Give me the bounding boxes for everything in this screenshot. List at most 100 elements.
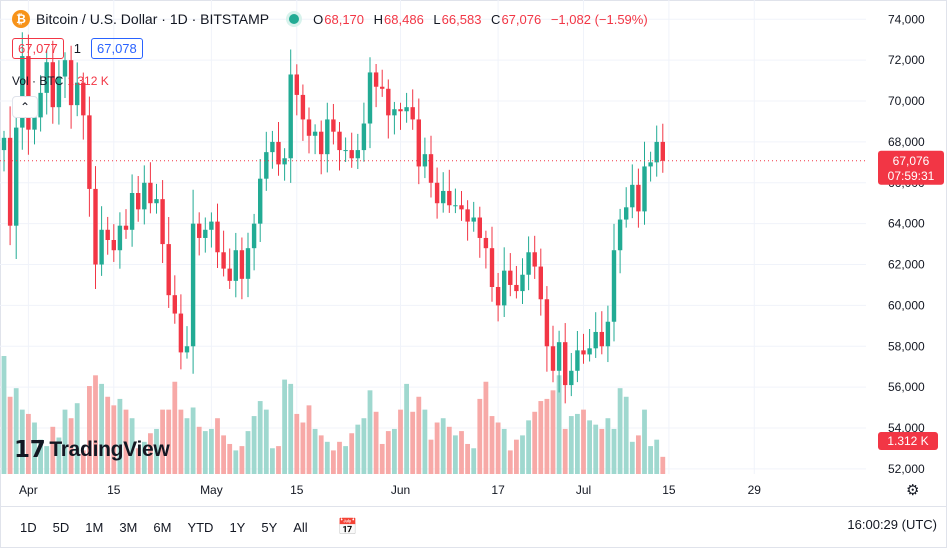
volume-bar — [575, 413, 580, 474]
volume-bar — [263, 409, 269, 474]
last-price-tag-value: 67,076 — [893, 154, 930, 168]
candle-body — [251, 223, 257, 249]
timeframe-1m[interactable]: 1M — [85, 519, 104, 535]
volume-bar — [611, 428, 617, 474]
volume-bar — [74, 403, 80, 474]
timeframe-5y[interactable]: 5Y — [261, 519, 278, 535]
volume-bar — [190, 407, 196, 474]
volume-bar — [56, 437, 62, 474]
candle-body — [569, 370, 574, 386]
candle-body — [599, 331, 604, 347]
timeframe-ytd[interactable]: YTD — [187, 519, 214, 535]
volume-bar — [489, 416, 495, 474]
candle-body — [172, 295, 177, 314]
volume-bar — [62, 409, 68, 474]
volume-bar — [514, 439, 519, 474]
volume-bar — [617, 388, 623, 474]
settings-gear-icon[interactable]: ⚙ — [906, 482, 920, 499]
volume-bar — [440, 418, 446, 474]
volume-bar — [581, 409, 586, 474]
timeframe-all[interactable]: All — [293, 519, 308, 535]
volume-bar — [410, 411, 416, 474]
candle-body — [160, 199, 165, 245]
candle-body — [111, 240, 116, 251]
y-tick-label: 74,000 — [888, 12, 925, 26]
candle-body — [197, 223, 202, 238]
volume-bar — [660, 456, 666, 474]
volume-legend: Vol · BTC 1.312 K — [12, 74, 109, 88]
collapse-legend-button[interactable]: ⌃ — [12, 96, 38, 118]
volume-bar — [270, 448, 275, 474]
candle-body — [367, 72, 373, 124]
candlestick-chart[interactable]: 52,000 54,000 56,000 58,000 60,000 62,000 64,0… — [0, 0, 949, 506]
volume-bar — [209, 428, 214, 474]
volume-bar — [562, 428, 568, 474]
volume-bar — [544, 398, 550, 474]
open-value: 68,170 — [324, 11, 365, 27]
candle-body — [508, 270, 513, 285]
candle-body — [148, 182, 153, 204]
volume-bar — [483, 381, 489, 474]
change-value: −1,082 (−1.59%) — [550, 11, 648, 27]
candle-body — [660, 141, 665, 161]
candle-body — [648, 162, 653, 167]
volume-bar — [300, 422, 306, 474]
volume-bar — [318, 435, 324, 474]
candle-body — [392, 109, 397, 116]
volume-bar — [593, 424, 599, 474]
candle-body — [398, 109, 403, 112]
candle-body — [404, 107, 409, 112]
candle-body — [502, 270, 507, 306]
timeframe-1d[interactable]: 1D — [20, 519, 37, 535]
x-tick-label: Apr — [19, 483, 38, 497]
candle-body — [355, 150, 360, 159]
volume-bar — [80, 450, 86, 474]
volume-bar — [398, 409, 403, 474]
candle-body — [483, 237, 489, 249]
volume-bar — [477, 398, 483, 474]
symbol-title[interactable]: Bitcoin / U.S. Dollar · 1D · BITSTAMP — [36, 11, 270, 27]
volume-label[interactable]: Vol · BTC — [12, 74, 64, 88]
candle-body — [239, 250, 245, 279]
bitcoin-logo-icon: ₿ — [12, 10, 30, 28]
x-tick-label: 17 — [491, 483, 505, 497]
volume-bar — [422, 409, 428, 474]
candle-body — [642, 166, 647, 212]
candle-body — [184, 346, 190, 353]
buy-button[interactable]: 67,078 — [91, 38, 143, 59]
timeframe-3m[interactable]: 3M — [119, 519, 138, 535]
volume-bar — [367, 390, 373, 474]
candle-body — [550, 346, 556, 371]
candle-body — [129, 193, 135, 230]
volume-bar — [276, 446, 281, 474]
chart-grid — [0, 0, 866, 474]
volume-bar — [520, 435, 525, 474]
volume-bar — [19, 409, 25, 474]
volume-bar — [587, 420, 592, 474]
volume-bar — [227, 443, 233, 474]
volume-bar — [196, 426, 202, 474]
candle-body — [587, 348, 592, 355]
y-tick-label: 68,000 — [888, 135, 925, 149]
candle-body — [453, 205, 458, 207]
date-range-calendar-icon[interactable]: 📅 — [337, 519, 358, 536]
tradingview-logo[interactable]: 17 TradingView — [14, 437, 170, 463]
volume-bar — [532, 411, 538, 474]
volume-bar — [282, 379, 287, 474]
volume-bar — [13, 388, 19, 474]
candle-body — [56, 76, 62, 108]
volume-bar — [501, 428, 507, 474]
timeframe-1y[interactable]: 1Y — [229, 519, 246, 535]
utc-clock[interactable]: 16:00:29 (UTC) — [847, 517, 937, 532]
tradingview-logo-icon: 17 — [14, 437, 46, 463]
volume-bar — [453, 435, 458, 474]
volume-bar — [141, 441, 147, 474]
timeframe-6m[interactable]: 6M — [153, 519, 172, 535]
sell-button[interactable]: 67,077 — [12, 38, 64, 59]
timeframe-5d[interactable]: 5D — [52, 519, 70, 535]
candle-body — [465, 209, 470, 222]
volume-bar — [1, 356, 7, 474]
volume-bar — [629, 441, 635, 474]
